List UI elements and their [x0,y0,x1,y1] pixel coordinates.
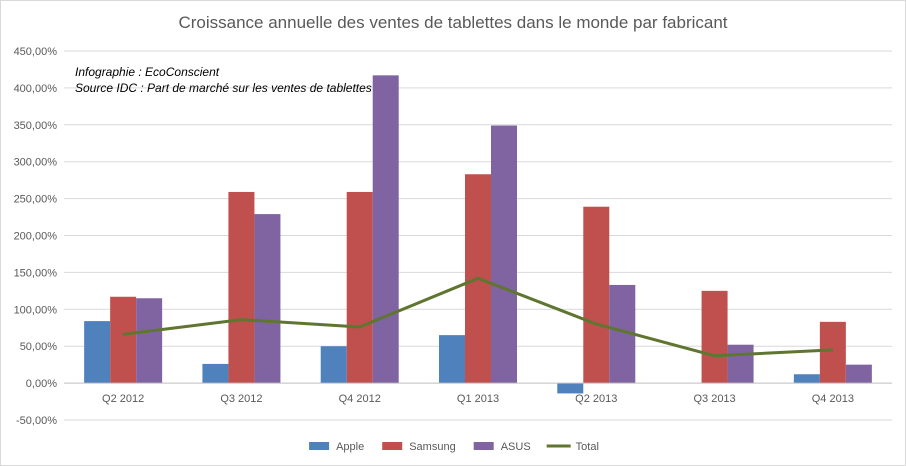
x-tick-label: Q4 2012 [339,393,381,405]
legend-marker-asus [473,442,494,450]
legend-label-apple: Apple [336,441,364,453]
series-line-total [122,276,833,358]
legend-label-asus: ASUS [501,441,531,453]
gridlines [64,50,892,421]
x-tick-label: Q2 2013 [575,393,617,405]
legend: Apple Samsung ASUS Total [309,441,599,453]
x-tick-label: Q4 2013 [812,393,854,405]
chart-title: Croissance annuelle des ventes de tablet… [178,13,727,32]
bar-samsung-0 [110,296,137,384]
x-tick-label: Q3 2013 [693,393,735,405]
bar-asus-0 [136,298,163,384]
bar-apple-1 [202,363,229,384]
bar-asus-5 [727,344,754,384]
bar-samsung-1 [228,191,255,384]
bar-samsung-2 [346,191,373,384]
y-tick-label: 0,00% [26,378,57,390]
legend-label-samsung: Samsung [409,441,455,453]
x-tick-label: Q1 2013 [457,393,499,405]
x-tick-label: Q2 2012 [102,393,144,405]
y-tick-label: 300,00% [14,157,58,169]
bar-apple-2 [320,346,347,384]
y-tick-label: 250,00% [14,194,58,206]
bar-apple-0 [84,321,111,384]
bar-samsung-5 [701,290,728,384]
bar-apple-3 [439,335,465,384]
y-tick-label: 200,00% [14,231,58,243]
bar-samsung-4 [583,206,610,384]
annotation-source: Source IDC : Part de marché sur les vent… [75,81,372,95]
y-tick-label: 50,00% [20,341,58,353]
bar-asus-3 [491,125,517,384]
annotation-infographie: Infographie : EcoConscient [75,65,220,79]
bar-asus-2 [372,75,399,384]
x-tick-label: Q3 2012 [220,393,262,405]
bar-samsung-6 [819,321,846,384]
legend-marker-samsung [382,442,403,450]
y-tick-label: 100,00% [14,304,58,316]
legend-marker-apple [309,442,330,450]
bar-apple-4 [557,383,584,394]
y-tick-label: 150,00% [14,267,58,279]
tick-labels: -50,00% 0,00% 50,00% 100,00% 150,00% 200,00% 2… [14,46,854,427]
y-tick-label: -50,00% [16,415,57,427]
y-tick-label: 400,00% [14,83,58,95]
bar-apple-6 [793,374,820,384]
bar-asus-6 [845,364,872,384]
total-line-layer [122,276,833,358]
y-tick-label: 350,00% [14,120,58,132]
y-tick-label: 450,00% [14,46,58,58]
bar-asus-1 [254,214,281,384]
legend-label-total: Total [576,441,599,453]
bars [84,75,872,394]
